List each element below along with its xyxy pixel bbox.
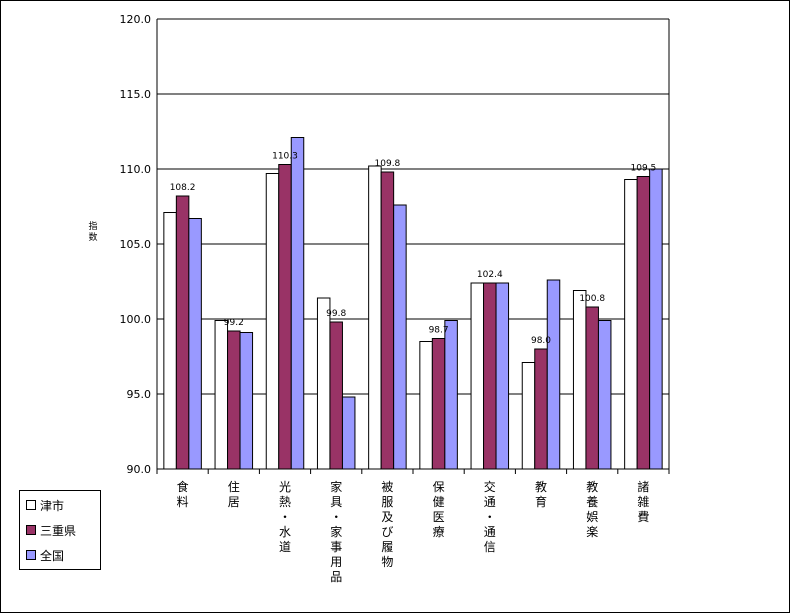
legend-swatch — [26, 550, 36, 560]
data-label: 100.8 — [579, 294, 605, 304]
category-labels: 食料 住居 光熱・水道 家具・家事用品 被服及び履物 保健医療 交通・通信 教育 教養娯楽 諸雑費 — [177, 479, 650, 584]
bar — [521, 362, 536, 470]
data-label: 108.2 — [170, 183, 196, 193]
y-axis-label: 指数 — [88, 220, 97, 243]
legend-label: 全国 — [40, 548, 65, 563]
category-label: 住居 — [228, 480, 240, 509]
legend-item: 三重県 — [26, 522, 76, 538]
category-label: 諸雑費 — [637, 479, 649, 524]
data-labels: 108.2 99.2 110.3 99.8 109.8 98.7 102.4 98.0 100.… — [170, 152, 657, 347]
bar — [329, 321, 343, 470]
bar — [649, 168, 663, 470]
bar — [636, 176, 651, 470]
y-tick-label: 100.0 — [120, 313, 152, 326]
legend-swatch — [26, 525, 36, 535]
data-label: 109.8 — [375, 159, 401, 169]
bar — [341, 396, 356, 470]
legend-item: 津市 — [26, 497, 64, 513]
bar — [316, 297, 331, 470]
bar — [368, 165, 382, 470]
bar — [546, 279, 561, 470]
category-label: 交通・通信 — [484, 479, 496, 554]
category-label: 光熱・水道 — [279, 480, 291, 554]
bar — [470, 282, 485, 470]
data-label: 110.3 — [272, 152, 298, 162]
bar — [444, 320, 458, 470]
bar — [214, 320, 229, 470]
y-tick-label: 90.0 — [127, 463, 152, 476]
y-tick-label: 115.0 — [120, 88, 152, 101]
bar — [419, 341, 433, 470]
bar — [431, 338, 446, 470]
bar — [597, 320, 612, 470]
data-label: 99.2 — [224, 318, 244, 328]
category-label: 保健医療 — [433, 480, 445, 539]
bars — [163, 137, 663, 470]
category-label: 被服及び履物 — [381, 480, 393, 569]
bar — [534, 348, 548, 470]
bar — [393, 204, 407, 470]
y-tick-label: 95.0 — [127, 388, 152, 401]
bar — [227, 330, 241, 470]
data-label: 109.5 — [631, 164, 657, 174]
data-label: 98.0 — [531, 336, 551, 346]
bar — [188, 218, 202, 470]
bar — [265, 173, 280, 470]
data-label: 102.4 — [477, 270, 503, 280]
bar — [572, 290, 587, 470]
bar — [278, 164, 292, 470]
y-tick-label: 105.0 — [120, 238, 152, 251]
bar — [624, 179, 638, 470]
axes — [156, 19, 670, 474]
bar — [380, 171, 395, 470]
bar — [239, 332, 254, 470]
y-axis-label-text: 指数 — [88, 220, 97, 243]
data-label: 98.7 — [429, 326, 449, 336]
legend: 津市 三重県 全国 — [19, 490, 101, 570]
category-label: 家具・家事用品 — [330, 479, 342, 584]
y-tick-label: 120.0 — [120, 13, 152, 26]
category-label: 教養娯楽 — [586, 479, 598, 539]
legend-label: 津市 — [40, 498, 65, 513]
category-label: 教育 — [535, 479, 547, 509]
data-label: 99.8 — [326, 309, 346, 319]
legend-label: 三重県 — [40, 523, 77, 538]
legend-item: 全国 — [26, 547, 64, 563]
category-label: 食料 — [177, 479, 189, 509]
bar — [163, 212, 177, 470]
bar — [585, 306, 599, 470]
bar — [175, 195, 190, 470]
bar — [290, 137, 305, 470]
bar — [483, 282, 497, 470]
legend-swatch — [26, 500, 36, 510]
bar — [495, 282, 510, 470]
y-tick-label: 110.0 — [120, 163, 152, 176]
y-tick-labels: 90.0 95.0 100.0 105.0 110.0 115.0 120.0 — [120, 13, 152, 476]
